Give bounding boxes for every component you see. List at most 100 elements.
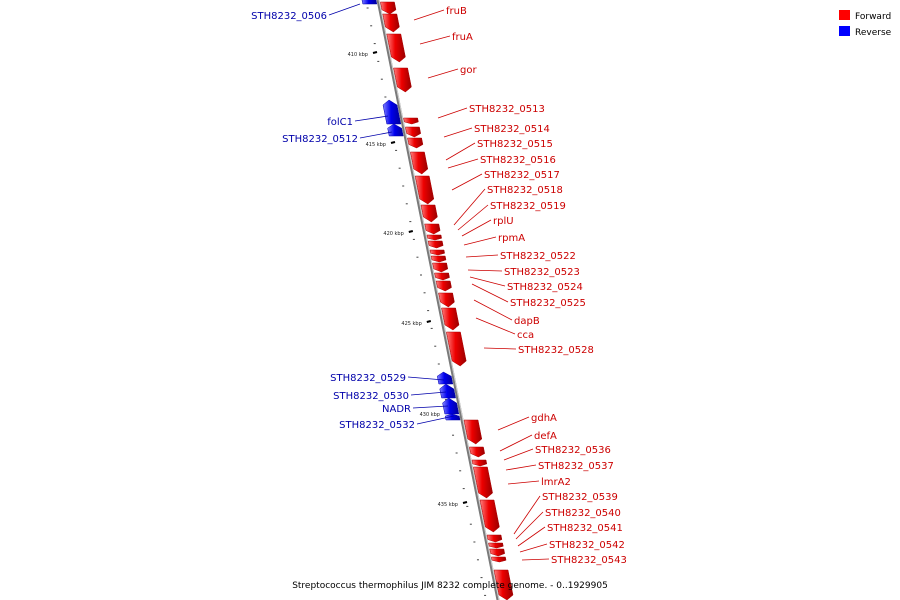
leader-line — [413, 9, 445, 21]
reverse-gene-feature[interactable] — [439, 383, 456, 399]
forward-gene-feature[interactable] — [410, 151, 429, 175]
forward-gene-label[interactable]: STH8232_0542 — [549, 540, 625, 551]
reverse-gene-label[interactable]: STH8232_0506 — [251, 11, 327, 22]
kbp-label: 435 kbp — [438, 502, 458, 508]
forward-gene-label[interactable]: STH8232_0528 — [518, 345, 594, 356]
forward-gene-label[interactable]: STH8232_0540 — [545, 508, 621, 519]
reverse-gene-label[interactable]: STH8232_0529 — [330, 373, 406, 384]
map-caption: Streptococcus thermophilus JIM 8232 comp… — [292, 581, 608, 591]
forward-gene-feature[interactable] — [393, 67, 412, 93]
forward-gene-feature[interactable] — [479, 499, 500, 533]
leader-line — [469, 276, 506, 287]
leader-line — [465, 254, 499, 258]
forward-gene-label[interactable]: fruA — [452, 32, 473, 43]
forward-gene-label[interactable]: STH8232_0536 — [535, 445, 611, 456]
reverse-gene-label[interactable]: folC1 — [327, 117, 353, 128]
forward-gene-label[interactable]: lmrA2 — [541, 477, 571, 488]
forward-gene-label[interactable]: STH8232_0513 — [469, 104, 545, 115]
leader-line — [445, 142, 476, 161]
forward-gene-label[interactable]: STH8232_0514 — [474, 124, 550, 135]
forward-gene-label[interactable]: STH8232_0541 — [547, 523, 623, 534]
forward-gene-feature[interactable] — [432, 262, 449, 273]
forward-gene-feature[interactable] — [488, 542, 504, 549]
forward-gene-feature[interactable] — [438, 292, 455, 308]
leader-line — [359, 131, 393, 139]
forward-gene-feature[interactable] — [463, 419, 483, 445]
forward-gene-label[interactable]: STH8232_0515 — [477, 139, 553, 150]
forward-gene-label[interactable]: rplU — [493, 216, 514, 227]
forward-gene-feature[interactable] — [403, 117, 419, 125]
leader-line — [467, 269, 503, 272]
forward-gene-feature[interactable] — [427, 240, 444, 249]
leader-line — [473, 299, 513, 321]
forward-gene-feature[interactable] — [424, 223, 441, 235]
forward-gene-label[interactable]: STH8232_0518 — [487, 185, 563, 196]
reverse-gene-label[interactable]: STH8232_0512 — [282, 134, 358, 145]
forward-gene-label[interactable]: STH8232_0523 — [504, 267, 580, 278]
forward-gene-feature[interactable] — [473, 466, 493, 499]
kbp-ruler: 410 kbp 415 kbp 420 kbp 425 kbp 430 kbp 435 k… — [348, 51, 468, 508]
forward-gene-feature[interactable] — [471, 459, 488, 467]
forward-gene-feature[interactable] — [491, 556, 507, 563]
forward-gene-feature[interactable] — [414, 175, 435, 205]
leader-line — [475, 317, 516, 335]
forward-gene-feature[interactable] — [489, 548, 505, 557]
forward-gene-feature[interactable] — [405, 126, 421, 138]
reverse-gene-feature[interactable] — [444, 413, 461, 421]
forward-gene-label[interactable]: STH8232_0537 — [538, 461, 614, 472]
reverse-gene-feature[interactable] — [361, 0, 378, 5]
forward-gene-feature[interactable] — [380, 1, 397, 15]
forward-gene-feature[interactable] — [486, 534, 503, 543]
forward-gene-label[interactable]: STH8232_0522 — [500, 251, 576, 262]
forward-gene-label[interactable]: rpmA — [498, 233, 525, 244]
forward-gene-feature[interactable] — [407, 137, 424, 149]
reverse-gene-label[interactable]: NADR — [382, 404, 411, 415]
forward-gene-label[interactable]: STH8232_0524 — [507, 282, 583, 293]
forward-gene-label[interactable]: STH8232_0519 — [490, 201, 566, 212]
leader-line — [471, 283, 509, 303]
forward-gene-label[interactable]: STH8232_0539 — [542, 492, 618, 503]
forward-gene-feature[interactable] — [446, 331, 467, 367]
forward-gene-feature[interactable] — [420, 204, 438, 223]
forward-gene-feature[interactable] — [430, 255, 447, 263]
leader-line — [457, 204, 489, 231]
forward-gene-feature[interactable] — [435, 280, 452, 292]
forward-gene-feature[interactable] — [441, 307, 460, 331]
leader-line — [517, 526, 546, 547]
forward-gene-feature[interactable] — [493, 569, 514, 600]
forward-gene-label[interactable]: fruB — [446, 6, 467, 17]
leader-line — [427, 68, 459, 79]
forward-gene-feature[interactable] — [429, 249, 445, 256]
leader-line — [519, 543, 548, 553]
leader-line — [507, 480, 540, 485]
kbp-tick — [426, 320, 432, 323]
forward-gene-label[interactable]: dapB — [514, 316, 540, 327]
kbp-tick — [372, 51, 378, 54]
reverse-gene-label[interactable]: STH8232_0532 — [339, 420, 415, 431]
reverse-gene-label[interactable]: STH8232_0530 — [333, 391, 409, 402]
leader-line — [483, 347, 517, 350]
forward-gene-feature[interactable] — [434, 272, 450, 281]
minor-ticks — [366, 7, 487, 596]
forward-gene-label[interactable]: gdhA — [531, 413, 557, 424]
forward-gene-label[interactable]: STH8232_0516 — [480, 155, 556, 166]
forward-gene-label[interactable]: STH8232_0543 — [551, 555, 627, 566]
forward-gene-label[interactable]: STH8232_0517 — [484, 170, 560, 181]
kbp-tick — [408, 230, 414, 233]
forward-gene-feature[interactable] — [426, 234, 442, 241]
forward-gene-label[interactable]: STH8232_0525 — [510, 298, 586, 309]
forward-gene-feature[interactable] — [382, 13, 400, 33]
leader-line — [328, 3, 361, 16]
legend-reverse-label: Reverse — [855, 28, 892, 38]
forward-gene-feature[interactable] — [469, 446, 485, 458]
leader-line — [407, 376, 445, 381]
reverse-gene-feature[interactable] — [436, 371, 454, 385]
forward-gene-label[interactable]: cca — [517, 330, 534, 341]
forward-gene-label[interactable]: defA — [534, 431, 557, 442]
gene-labels: fruB fruA gor STH8232_0513 STH8232_0514 STH82… — [251, 3, 627, 566]
reverse-gene-feature[interactable] — [387, 123, 404, 137]
forward-gene-feature[interactable] — [386, 33, 406, 63]
forward-gene-label[interactable]: gor — [460, 65, 477, 76]
leader-line — [515, 511, 544, 540]
